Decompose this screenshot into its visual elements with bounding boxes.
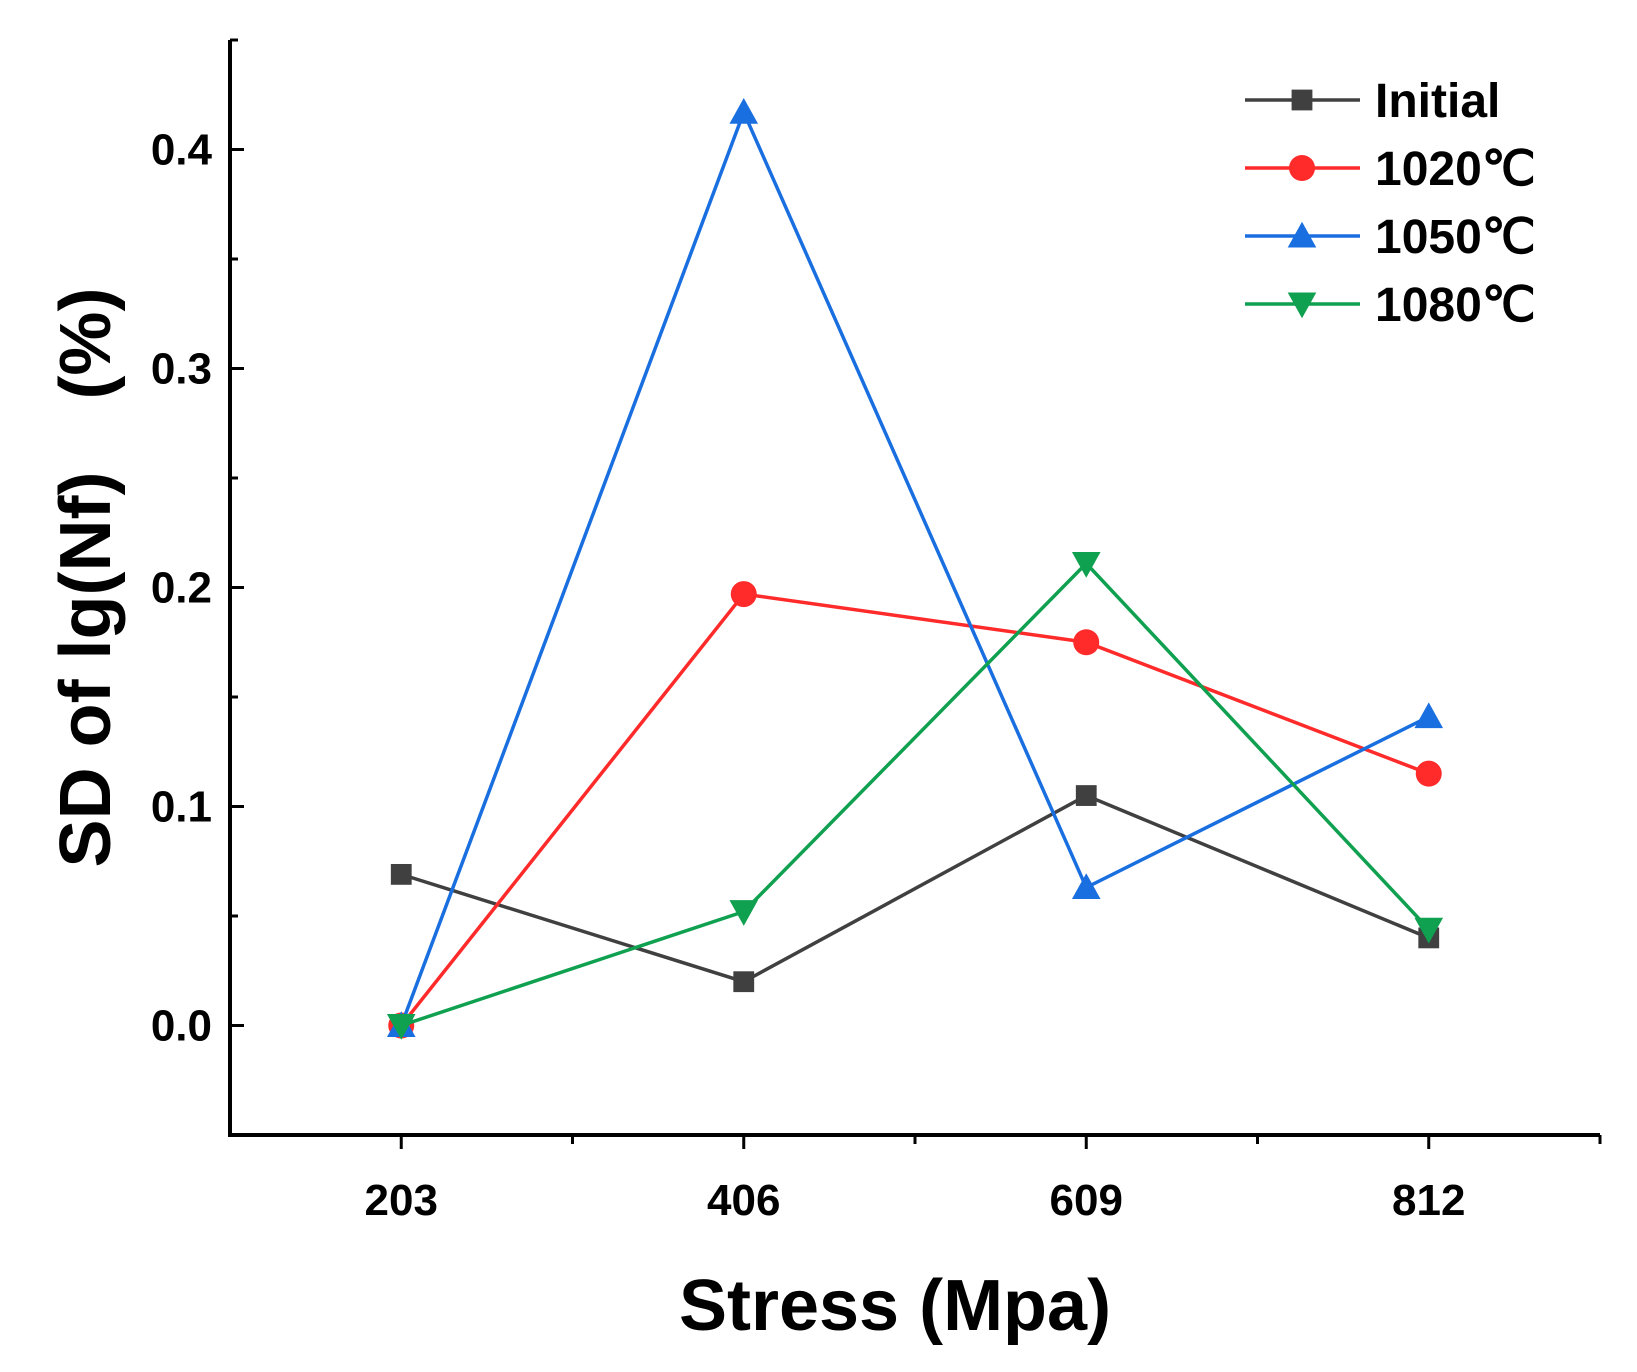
series-1 [388, 581, 1442, 1039]
legend-marker [1289, 155, 1315, 181]
legend-label: Initial [1375, 75, 1500, 128]
y-axis-title: SD of lg(Nf) (%) [46, 288, 126, 868]
y-tick-label: 0.2 [151, 564, 212, 613]
y-tick-label: 0.4 [151, 126, 213, 175]
legend-entry: Initial [1245, 75, 1500, 128]
x-axis-title: Stress (Mpa) [679, 1266, 1111, 1346]
x-tick-label: 406 [707, 1176, 780, 1225]
data-point [729, 97, 759, 124]
data-point [1414, 702, 1444, 729]
data-point [729, 900, 759, 926]
y-tick-label: 0.0 [151, 1002, 212, 1051]
legend-entry: 1050℃ [1245, 211, 1536, 264]
legend-entry: 1020℃ [1245, 143, 1536, 196]
y-tick-label: 0.1 [151, 783, 212, 832]
legend-label: 1020℃ [1375, 143, 1536, 196]
data-point [733, 971, 755, 993]
series-line [400, 793, 1430, 984]
series-0 [390, 785, 1440, 993]
data-point [386, 1014, 416, 1040]
series-line [400, 560, 1431, 1028]
legend-label: 1050℃ [1375, 211, 1536, 264]
data-point [1075, 785, 1097, 806]
axis-titles: Stress (Mpa) SD of lg(Nf) (%) [46, 288, 1111, 1346]
x-tick-label: 812 [1392, 1176, 1465, 1225]
series-3 [386, 551, 1444, 1040]
data-point [730, 581, 757, 608]
data-point [1073, 629, 1100, 656]
x-tick-label: 203 [365, 1176, 438, 1225]
legend-marker [1287, 292, 1317, 319]
legend-marker [1287, 221, 1317, 248]
series-layer [386, 97, 1444, 1040]
data-point [390, 863, 412, 885]
series-line [399, 107, 1430, 1027]
series-line [399, 592, 1430, 1027]
data-point [1071, 551, 1101, 578]
legend-marker [1291, 89, 1313, 111]
data-point [1414, 917, 1444, 944]
y-tick-label: 0.3 [151, 345, 212, 394]
data-point [1415, 760, 1442, 787]
series-2 [386, 97, 1444, 1037]
legend-label: 1080℃ [1375, 279, 1536, 332]
x-tick-label: 609 [1050, 1176, 1123, 1225]
legend: Initial 1020℃ 1050℃ 1080℃ [1245, 75, 1536, 332]
data-point [1071, 873, 1101, 899]
axes: 0.0 0.1 0.2 0.3 0.4 203 406 609 812 [151, 38, 1602, 1225]
legend-entry: 1080℃ [1245, 279, 1536, 332]
